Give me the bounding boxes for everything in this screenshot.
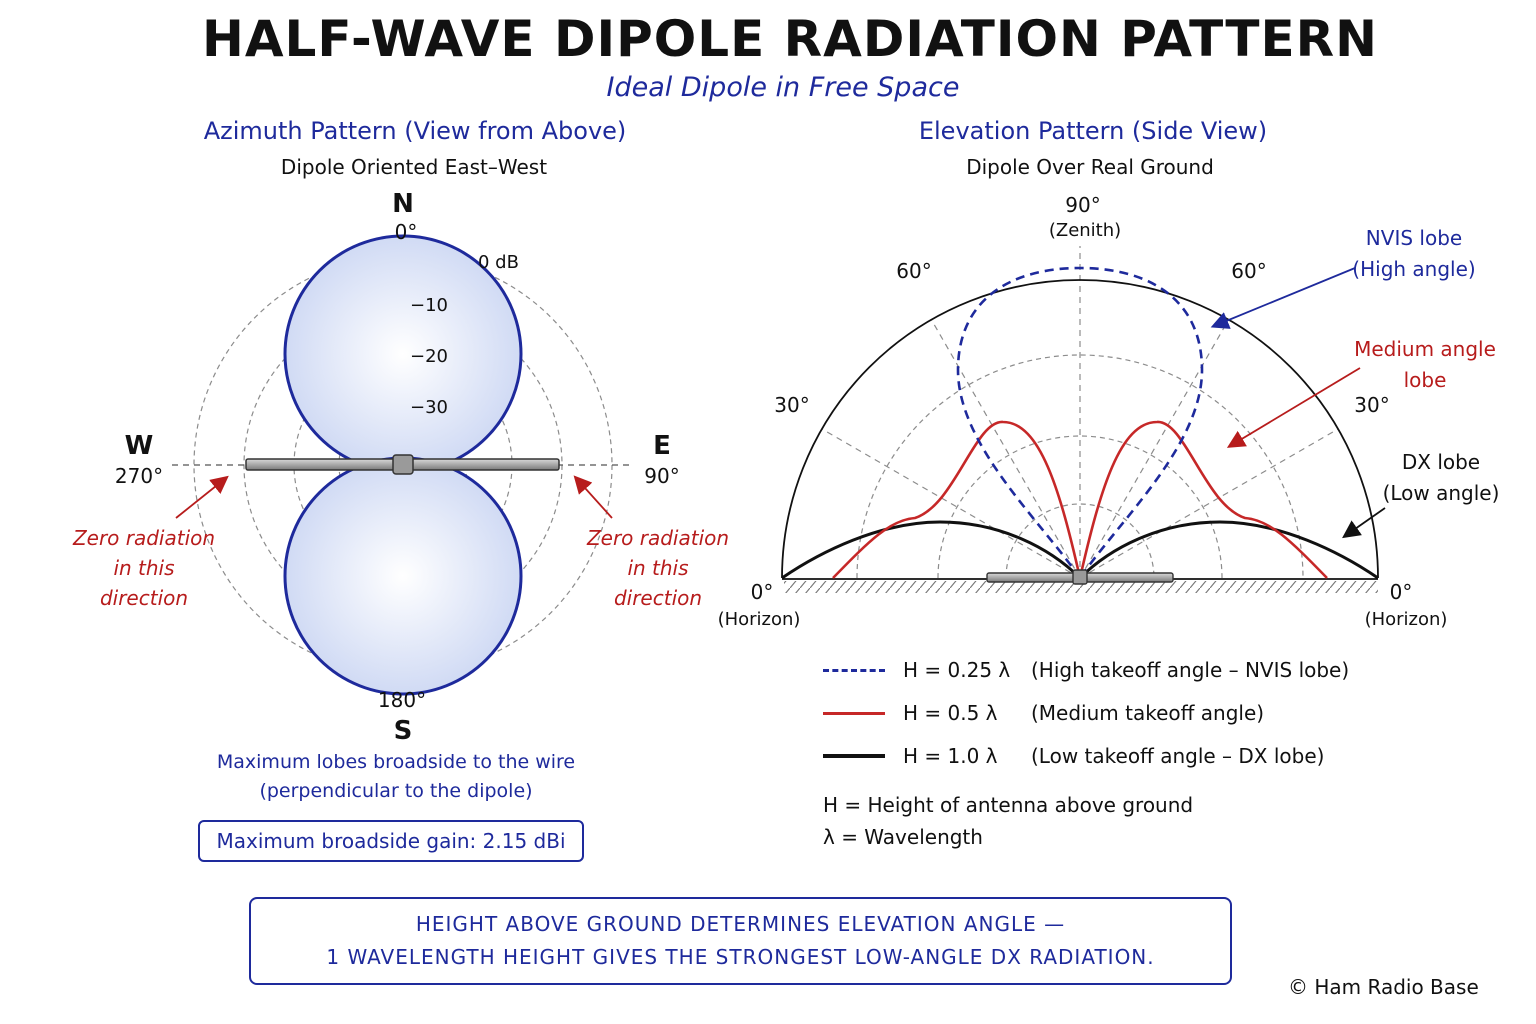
zero-arrow-right — [573, 475, 613, 519]
zero-note-right-line-2: in this — [627, 556, 689, 580]
compass-east-degree: 90° — [644, 464, 680, 488]
definition-height: H = Height of antenna above ground — [823, 793, 1194, 817]
medium-callout-line-2: lobe — [1403, 368, 1447, 392]
gain-box: Maximum broadside gain: 2.15 dBi — [198, 820, 584, 862]
nvis-callout-line-1: NVIS lobe — [1365, 226, 1463, 250]
definition-wavelength: λ = Wavelength — [823, 825, 983, 849]
legend-swatch-red — [823, 711, 885, 715]
legend-desc-0-25: (High takeoff angle – NVIS lobe) — [1031, 658, 1350, 682]
nvis-callout-line-2: (High angle) — [1352, 257, 1476, 281]
elevation-title: Elevation Pattern (Side View) — [918, 117, 1268, 145]
compass-north-degree: 0° — [394, 220, 418, 244]
medium-lobe-callout: Medium angle lobe — [1354, 334, 1496, 396]
copyright-notice: © Ham Radio Base — [1288, 975, 1479, 999]
zero-note-right-line-3: direction — [613, 586, 703, 610]
medium-callout-line-1: Medium angle — [1354, 337, 1496, 361]
elevation-right-30: 30° — [1354, 393, 1390, 417]
zero-arrow-left — [175, 475, 229, 519]
elevation-outer-arc — [781, 279, 1379, 579]
elevation-radials — [821, 246, 1339, 579]
legend-height-0-5: H = 0.5 λ — [903, 701, 998, 725]
zero-radiation-note-left: Zero radiation in this direction — [73, 523, 215, 613]
elevation-left-0: 0° — [750, 580, 774, 604]
page-subtitle: Ideal Dipole in Free Space — [606, 72, 960, 103]
nvis-callout-arrow — [1210, 267, 1356, 329]
broadside-note-line-1: Maximum lobes broadside to the wire — [216, 751, 576, 773]
broadside-note-line-2: (perpendicular to the dipole) — [259, 780, 533, 802]
dx-callout-arrow — [1342, 507, 1386, 539]
medium-callout-arrow — [1226, 367, 1361, 448]
compass-west-letter: W — [124, 431, 154, 461]
elevation-dipole-feedpoint — [1072, 569, 1088, 585]
elevation-right-60: 60° — [1231, 259, 1267, 283]
elevation-grid — [856, 354, 1304, 579]
elevation-subtitle: Dipole Over Real Ground — [966, 155, 1214, 179]
compass-west-degree: 270° — [114, 464, 164, 488]
azimuth-lobe-south — [283, 456, 523, 696]
azimuth-title: Azimuth Pattern (View from Above) — [203, 117, 627, 145]
nvis-lobe-callout: NVIS lobe (High angle) — [1352, 223, 1475, 285]
zero-radiation-note-right: Zero radiation in this direction — [587, 523, 729, 613]
ground-hatch — [784, 581, 1378, 593]
summary-line-2: 1 WAVELENGTH HEIGHT GIVES THE STRONGEST … — [326, 945, 1155, 969]
legend-swatch-black — [823, 754, 885, 758]
zero-note-right-line-1: Zero radiation — [586, 526, 730, 550]
legend-desc-0-5: (Medium takeoff angle) — [1031, 701, 1265, 725]
dx-callout-line-2: (Low angle) — [1382, 481, 1500, 505]
db-ring-label-10: −10 — [410, 295, 448, 316]
page-title: HALF-WAVE DIPOLE RADIATION PATTERN — [202, 10, 1378, 68]
elevation-curve-0-25-wavelength — [956, 266, 1204, 579]
elevation-right-horizon-note: (Horizon) — [1364, 609, 1448, 630]
elevation-right-0: 0° — [1389, 580, 1413, 604]
compass-east-letter: E — [653, 431, 671, 461]
legend-height-1-0: H = 1.0 λ — [903, 744, 998, 768]
db-ring-label-30: −30 — [410, 397, 448, 418]
compass-south-degree: 180° — [377, 688, 427, 712]
zero-note-left-line-1: Zero radiation — [72, 526, 216, 550]
legend-desc-1-0: (Low takeoff angle – DX lobe) — [1031, 744, 1325, 768]
azimuth-dipole-feedpoint — [392, 454, 414, 475]
legend-row-0-25: H = 0.25 λ (High takeoff angle – NVIS lo… — [823, 655, 1349, 685]
elevation-zenith-degree: 90° — [1065, 193, 1101, 217]
legend-row-1-0: H = 1.0 λ (Low takeoff angle – DX lobe) — [823, 741, 1324, 771]
dx-lobe-callout: DX lobe (Low angle) — [1383, 447, 1500, 509]
legend-row-0-5: H = 0.5 λ (Medium takeoff angle) — [823, 698, 1264, 728]
elevation-left-60: 60° — [896, 259, 932, 283]
dx-callout-line-1: DX lobe — [1401, 450, 1481, 474]
db-ring-label-20: −20 — [410, 346, 448, 367]
summary-line-1: HEIGHT ABOVE GROUND DETERMINES ELEVATION… — [415, 912, 1066, 936]
db-ring-label-0: 0 dB — [478, 252, 519, 273]
elevation-left-30: 30° — [774, 393, 810, 417]
zero-note-left-line-2: in this — [113, 556, 175, 580]
compass-north-letter: N — [392, 189, 414, 219]
zero-note-left-line-3: direction — [99, 586, 189, 610]
legend-swatch-blue-dashed — [823, 668, 885, 672]
elevation-zenith-note: (Zenith) — [1048, 220, 1122, 241]
broadside-note: Maximum lobes broadside to the wire (per… — [217, 748, 575, 806]
azimuth-subtitle: Dipole Oriented East–West — [280, 155, 548, 179]
compass-south-letter: S — [393, 716, 413, 746]
summary-box: HEIGHT ABOVE GROUND DETERMINES ELEVATION… — [249, 897, 1232, 985]
legend-height-0-25: H = 0.25 λ — [903, 658, 1011, 682]
elevation-left-horizon-note: (Horizon) — [717, 609, 801, 630]
